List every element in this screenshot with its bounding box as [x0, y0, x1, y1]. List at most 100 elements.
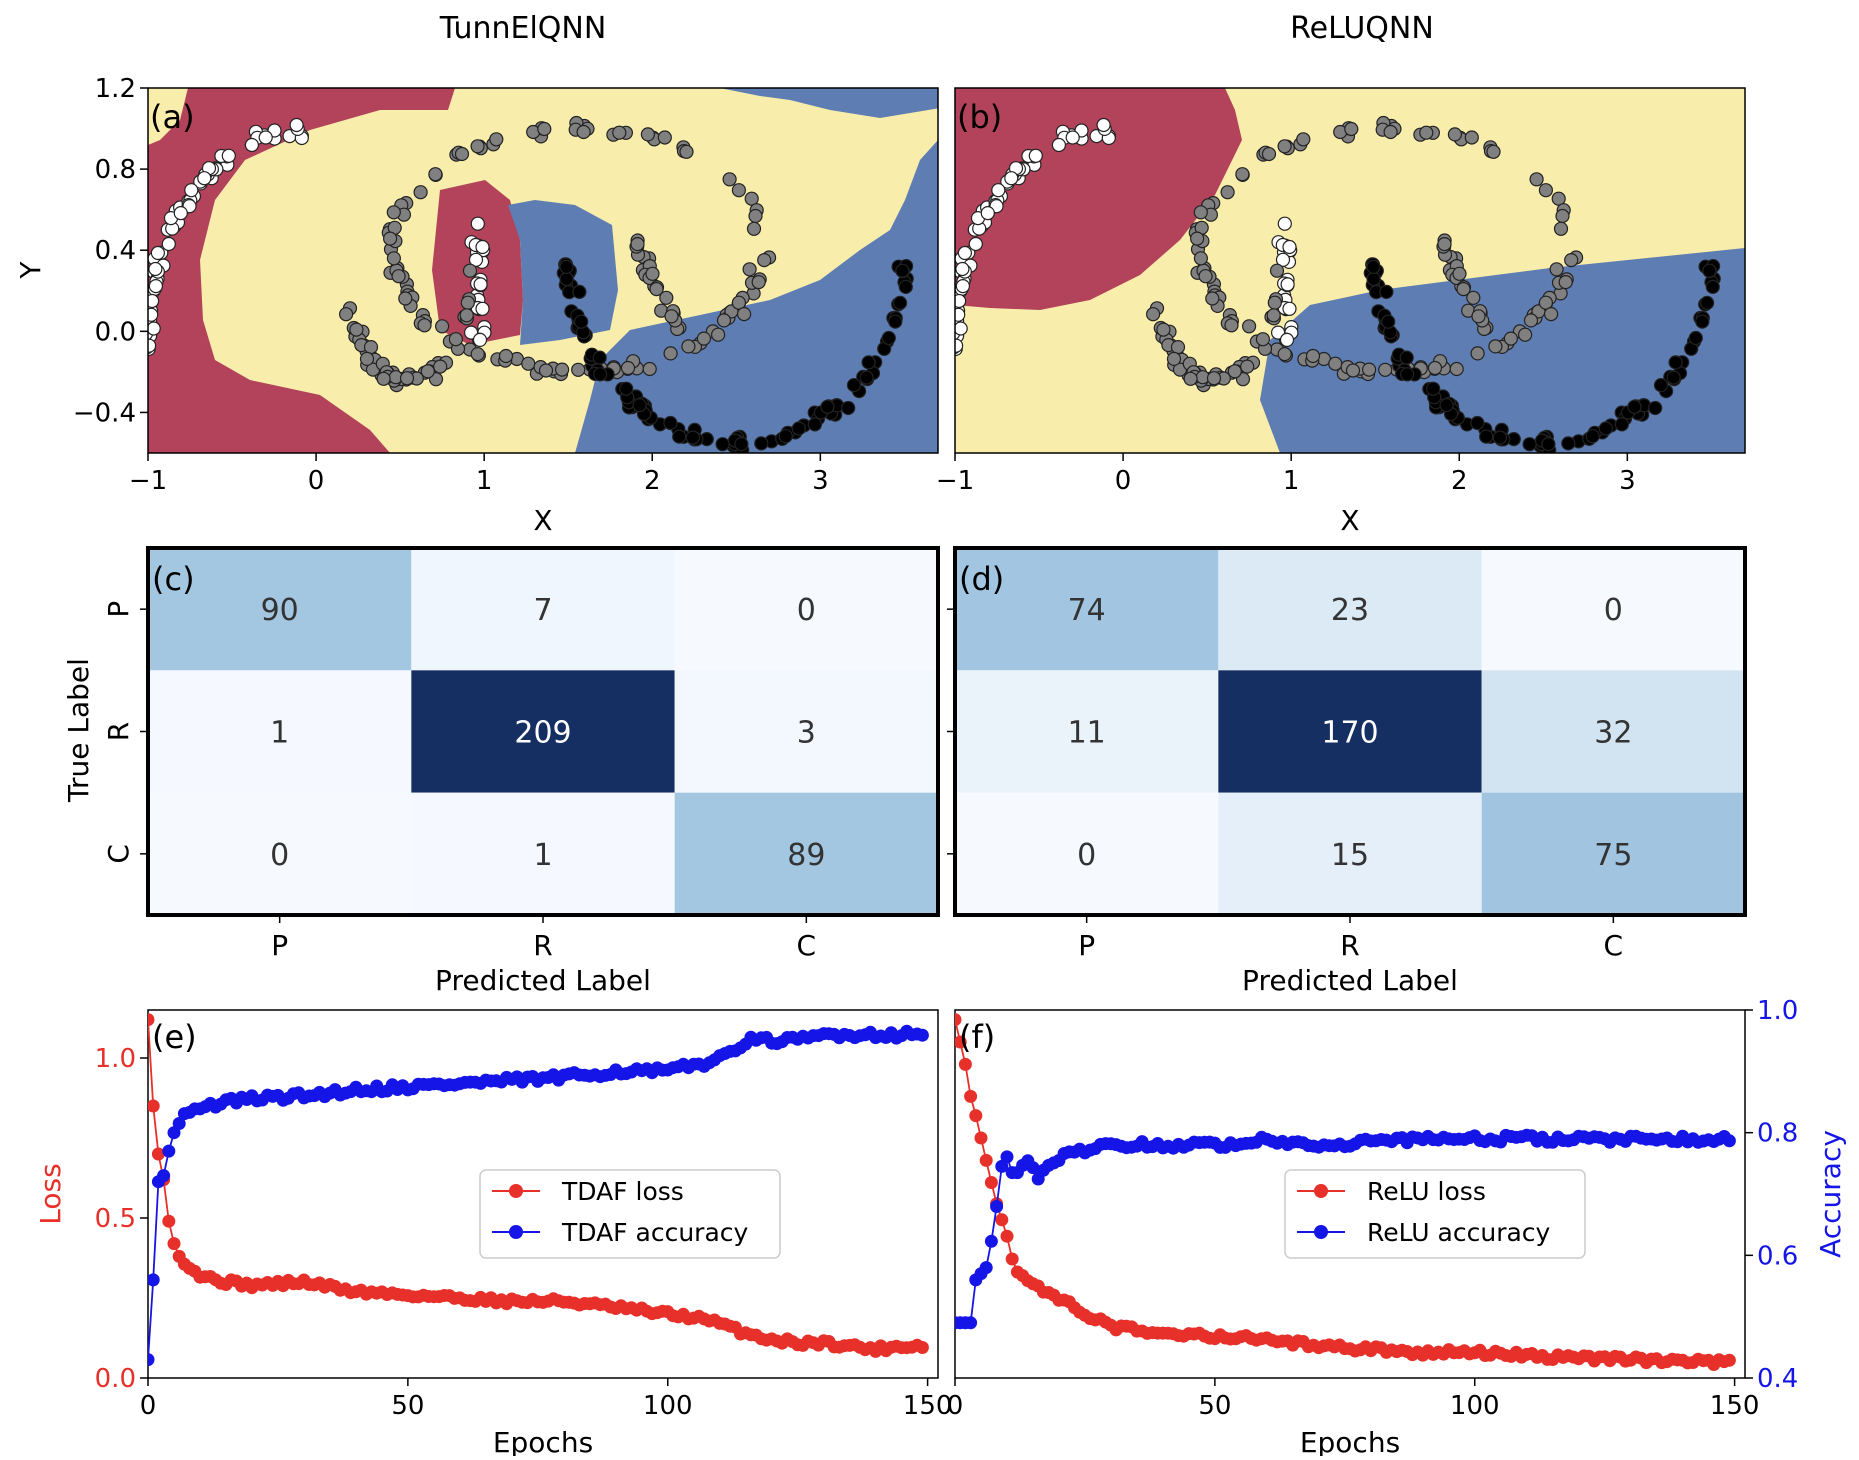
scatter-point-white [968, 236, 983, 252]
heatmap-cell [674, 670, 938, 793]
heatmap-cell [1218, 670, 1482, 793]
scatter-point-gray [363, 340, 379, 355]
scatter-point-black [791, 421, 806, 436]
heatmap-cell-value: 209 [514, 716, 571, 751]
heatmap-cell-value: 170 [1321, 716, 1378, 751]
region-blue-a-right [575, 140, 938, 453]
y-tick-label: 0.5 [95, 1204, 136, 1234]
heatmap-cell [955, 670, 1219, 793]
y-tick-label: 0.0 [95, 317, 136, 347]
axes-b: −1 0 1 2 3 [936, 453, 1636, 496]
scatter-point-black [559, 271, 574, 287]
scatter-point-gray [731, 183, 747, 198]
legend-box-e [479, 1169, 781, 1259]
x-tick-label: P [271, 929, 288, 962]
scatter-point-black [807, 417, 823, 432]
scatter-point-gray [459, 308, 474, 323]
scatter-point-white [475, 301, 490, 316]
scatter-point-black [898, 279, 913, 294]
scatter-point-gray [460, 295, 475, 310]
x-tick-label: 3 [812, 466, 829, 496]
scatter-point-gray [420, 364, 435, 379]
scatter-point-gray [1361, 362, 1377, 377]
series-point-accuracy [984, 1234, 998, 1248]
scatter-point-black [1598, 421, 1613, 436]
scatter-point-black [1695, 314, 1710, 329]
scatter-point-gray [659, 290, 674, 305]
series-point-loss [148, 1099, 160, 1113]
scatter-point-gray [742, 262, 757, 277]
scatter-point-gray [1344, 121, 1359, 137]
series-point-accuracy [1026, 1161, 1040, 1175]
scatter-point-gray [1220, 185, 1235, 200]
scatter-point-gray [470, 139, 485, 154]
panel-label-f: (f) [959, 1018, 995, 1056]
line-plot-f [955, 1013, 1736, 1371]
axes-a: −1 0 1 2 3 1.2 0.8 0.4 0.0 −0.4 [73, 74, 829, 496]
scatter-point-black [1470, 415, 1485, 431]
heatmap-cell-value: 11 [1068, 716, 1106, 751]
series-point-loss [915, 1341, 929, 1354]
y-tick-label: R [102, 722, 135, 741]
scatter-point-gray [1345, 363, 1361, 378]
y2-tick-label: 0.4 [1757, 1364, 1798, 1394]
scatter-point-black [672, 429, 687, 444]
series-point-accuracy [157, 1169, 171, 1183]
scatter-point-gray [1277, 347, 1292, 362]
series-point-accuracy [1722, 1134, 1736, 1148]
scatter-point-white [258, 130, 273, 145]
scatter-point-black [663, 415, 678, 431]
scatter-point-white [244, 137, 259, 153]
scatter-point-black [1541, 437, 1556, 452]
scatter-point-gray [620, 360, 636, 376]
heatmap-cell-value: 0 [1604, 593, 1623, 628]
series-point-loss [955, 1013, 962, 1027]
scatter-point-white [980, 206, 995, 221]
y-tick-label: 1.2 [95, 74, 136, 104]
scatter-point-black [1702, 263, 1717, 278]
scatter-point-black [1381, 314, 1396, 329]
scatter-point-black [734, 437, 749, 452]
scatter-point-gray [664, 309, 679, 324]
legend-marker-acc-e [509, 1225, 523, 1239]
scatter-point-black [593, 367, 608, 382]
series-point-loss [995, 1213, 1009, 1227]
x-tick-label: −1 [936, 466, 974, 496]
scatter-point-white [150, 245, 165, 261]
scatter-point-gray [1558, 275, 1573, 290]
scatter-point-gray [428, 167, 443, 182]
scatter-point-gray [710, 327, 726, 342]
heatmap-cell [148, 548, 412, 671]
xlabel-e: Epochs [493, 1426, 593, 1456]
scatter-point-black [1379, 284, 1394, 299]
axes-e: 0 50 100 150 0.0 0.5 1.0 [95, 1044, 953, 1421]
scatter-point-gray [576, 124, 591, 140]
scatter-point-black [715, 437, 730, 452]
xlabel-d: Predicted Label [1242, 964, 1458, 997]
scatter-point-gray [1255, 332, 1271, 347]
scatter-point-gray [1538, 183, 1554, 198]
heatmap-cell [674, 548, 938, 671]
series-point-accuracy [148, 1353, 155, 1367]
scatter-point-gray [1488, 339, 1503, 354]
scatter-point-white [289, 117, 304, 133]
scatter-point-gray [1277, 139, 1292, 154]
column-title-right: ReLUQNN [1290, 11, 1434, 46]
region-blue-a-top [720, 88, 938, 118]
y2-tick-label: 1.0 [1757, 996, 1798, 1026]
scatter-point-black [1561, 436, 1576, 451]
scatter-point-white [468, 252, 484, 267]
scatter-point-white [957, 245, 973, 261]
series-point-accuracy [979, 1261, 993, 1275]
scatter-point-gray [349, 322, 364, 337]
x-tick-label: 0 [308, 466, 325, 496]
scatter-point-gray [1183, 371, 1198, 386]
legend-label-acc-e: TDAF accuracy [561, 1218, 749, 1247]
x-tick-label: 1 [476, 466, 493, 496]
region-red-b [955, 88, 1242, 310]
scatter-point-gray [751, 275, 766, 290]
heatmap-cell-value: 89 [787, 838, 825, 873]
xlabel-a: X [533, 504, 552, 537]
scatter-point-gray [1198, 269, 1213, 284]
scatter-point-gray [1206, 371, 1222, 386]
